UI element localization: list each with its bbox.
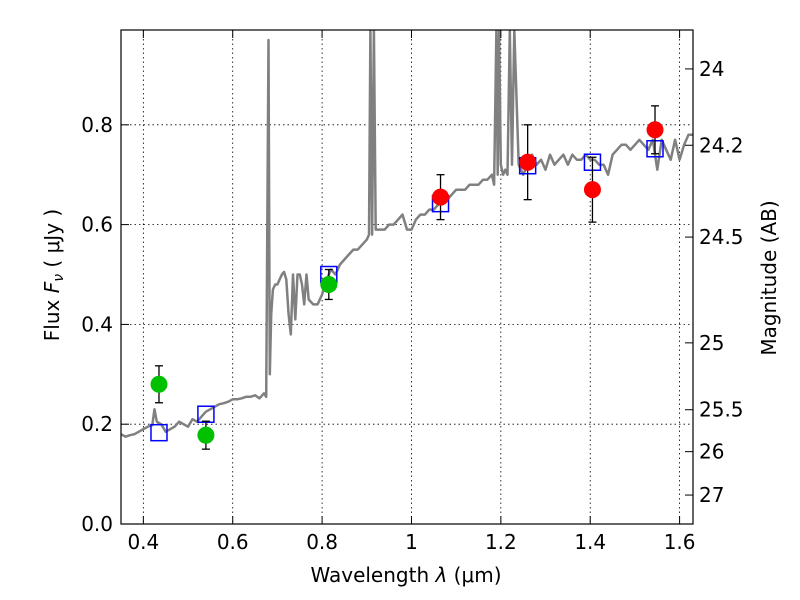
y-tick-label: 0.0 — [81, 512, 113, 536]
photometry-point — [150, 375, 168, 393]
x-tick-label: 0.4 — [127, 530, 159, 554]
y-tick-label: 0.2 — [81, 412, 113, 436]
model-square-point — [150, 423, 168, 442]
photometry-point — [197, 426, 215, 444]
right-axis-label: Magnitude (AB) — [757, 200, 781, 355]
spectrum-line — [121, 30, 693, 438]
x-tick-label: 1.4 — [574, 530, 606, 554]
photometry-point — [646, 121, 664, 139]
y2-tick-label: 25 — [699, 331, 724, 355]
y-tick-label: 0.6 — [81, 213, 113, 237]
y-axis-label: Flux Fν ( μJy ) — [40, 209, 67, 341]
x-tick-label: 1 — [405, 530, 418, 554]
y2-tick-label: 27 — [699, 483, 724, 507]
x-axis-label-prefix: Wavelength — [310, 563, 435, 587]
y2-tick-label: 24.5 — [699, 225, 744, 249]
x-tick-label: 1.6 — [664, 530, 696, 554]
y-axis-label-symbol: F — [40, 281, 64, 293]
x-tick-label: 0.8 — [306, 530, 338, 554]
axes: 0.4 0.6 0.8 1 1.2 1.4 1.6 0.0 0.2 0.4 0.6 0.8 24 24.2… — [81, 30, 744, 554]
y2-tick-label: 25.5 — [699, 398, 744, 422]
x-tick-label: 1.2 — [485, 530, 517, 554]
y-axis-label-suffix: ( μJy ) — [40, 209, 64, 274]
photometry-point — [432, 188, 450, 206]
x-axis-label-suffix: (μm) — [447, 563, 501, 587]
y-axis-label-subscript: ν — [51, 274, 67, 282]
photometry-point — [320, 275, 338, 293]
plot-frame — [120, 29, 694, 525]
y2-tick-label: 26 — [699, 440, 724, 464]
x-tick-label: 0.6 — [217, 530, 249, 554]
y-axis-label-prefix: Flux — [40, 293, 64, 341]
x-axis-label-symbol: λ — [434, 563, 447, 587]
x-axis-label: Wavelength λ (μm) — [310, 563, 501, 587]
y2-tick-label: 24.2 — [699, 133, 744, 157]
y2-tick-label: 24 — [699, 57, 724, 81]
plot-content — [121, 30, 693, 450]
photometry-point — [583, 181, 601, 199]
y-tick-label: 0.4 — [81, 312, 113, 336]
photometry-point — [519, 153, 537, 171]
y-tick-label: 0.8 — [81, 113, 113, 137]
